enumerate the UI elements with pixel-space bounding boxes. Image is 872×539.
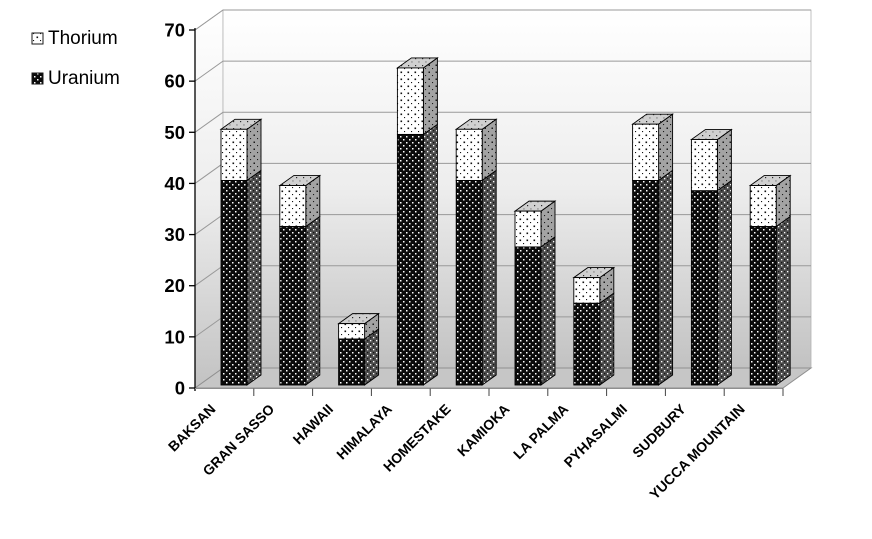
- thorium-segment-side: [422, 57, 438, 136]
- thorium-segment: [338, 323, 366, 340]
- uranium-segment-side: [599, 292, 615, 386]
- y-tick-label: 50: [164, 122, 185, 143]
- thorium-segment-side: [246, 118, 262, 182]
- uranium-segment-side: [481, 169, 497, 386]
- bar-pyhasalmi: [631, 113, 675, 386]
- uranium-segment-side: [422, 123, 438, 386]
- uranium-segment: [514, 246, 542, 386]
- y-tick-label: 60: [164, 71, 185, 92]
- uranium-segment-side: [716, 179, 732, 386]
- uranium-segment-side: [540, 236, 556, 386]
- thorium-segment: [749, 185, 777, 227]
- x-tick-label: LA PALMA: [510, 401, 571, 462]
- y-tick-label: 30: [164, 224, 185, 245]
- legend-label: Uranium: [48, 68, 120, 89]
- y-tick-label: 20: [164, 275, 185, 296]
- thorium-segment: [632, 123, 660, 181]
- thorium-segment: [514, 210, 542, 248]
- uranium-segment-side: [246, 169, 262, 386]
- legend-label: Thorium: [48, 28, 118, 49]
- bar-himalaya: [395, 57, 439, 386]
- y-tick-label: 10: [164, 326, 185, 347]
- bar-sudbury: [689, 128, 733, 386]
- uranium-segment: [338, 338, 366, 386]
- uranium-segment: [573, 302, 601, 386]
- bar-kamioka: [513, 200, 557, 386]
- thorium-segment-side: [481, 118, 497, 182]
- uranium-segment-side: [305, 215, 321, 386]
- thorium-legend-swatch-icon: [31, 32, 44, 45]
- thorium-segment: [220, 128, 248, 181]
- bar-hawaii: [337, 312, 381, 386]
- y-tick-label: 40: [164, 173, 185, 194]
- bar-la-palma: [572, 266, 616, 386]
- uranium-segment: [279, 226, 307, 386]
- bar-baksan: [219, 118, 263, 386]
- bars-group: [219, 57, 792, 386]
- legend-item-thorium: Thorium: [31, 28, 118, 49]
- uranium-segment-side: [658, 169, 674, 386]
- uranium-legend-swatch-icon: [31, 72, 44, 85]
- y-tick-label: 70: [164, 20, 185, 41]
- legend-item-uranium: Uranium: [31, 68, 120, 89]
- thorium-segment: [396, 67, 424, 135]
- thorium-segment: [690, 139, 718, 192]
- x-tick-label: SUDBURY: [629, 400, 689, 460]
- thorium-segment-side: [658, 113, 674, 182]
- uranium-segment-side: [775, 215, 791, 386]
- y-axis-labels: 0 10 20 30 40 50 60 70: [164, 20, 185, 399]
- bar-yucca-mountain: [748, 174, 792, 386]
- legend: Thorium Uranium: [31, 28, 120, 89]
- uranium-segment: [220, 179, 248, 386]
- thorium-segment: [455, 128, 483, 181]
- thorium-segment-side: [716, 128, 732, 192]
- gridline: [194, 60, 811, 82]
- uranium-segment: [455, 179, 483, 386]
- axes: [189, 28, 784, 396]
- bar-homestake: [454, 118, 498, 386]
- gridline: [194, 111, 811, 133]
- x-tick-label: BAKSAN: [165, 401, 219, 455]
- thorium-segment: [279, 185, 307, 227]
- x-tick-label: PYHASALMI: [561, 401, 631, 471]
- x-tick-label: KAMIOKA: [454, 401, 513, 460]
- uranium-segment: [690, 190, 718, 386]
- uranium-segment: [749, 226, 777, 386]
- uranium-segment: [396, 133, 424, 386]
- gridline: [194, 9, 811, 31]
- x-tick-label: HIMALAYA: [333, 401, 395, 463]
- side-wall: [194, 9, 224, 389]
- thorium-segment: [573, 277, 601, 304]
- uranium-segment: [632, 179, 660, 386]
- bar-gran-sasso: [278, 174, 322, 386]
- y-tick-label: 0: [175, 378, 185, 399]
- x-tick-label: HAWAII: [290, 401, 337, 448]
